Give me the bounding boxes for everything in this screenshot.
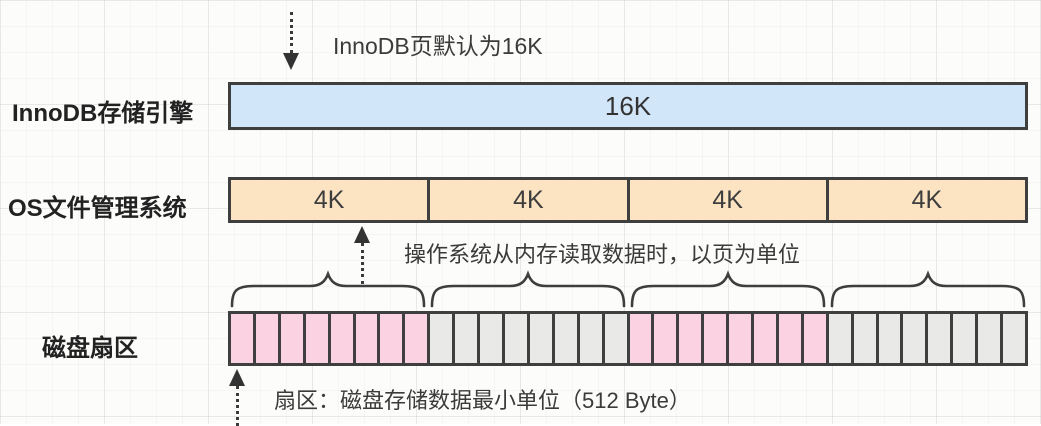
sector-cell-pink [231, 314, 256, 363]
sector-cell-gray [480, 314, 505, 363]
os-page-segment: 4K [231, 180, 431, 220]
sector-cell-pink [679, 314, 705, 363]
os-page-segment: 4K [911, 185, 943, 214]
sector-arrow-up-icon [229, 369, 245, 426]
os-note-label: 操作系统从内存读取数据时，以页为单位 [404, 242, 801, 267]
sector-cell-gray [1003, 314, 1025, 363]
sector-cell-pink [405, 314, 431, 363]
sector-cell-pink [330, 314, 356, 363]
arrow-dotted-tail [235, 386, 239, 426]
sector-cell-pink [803, 314, 829, 363]
page-size-16k-label: 16K [604, 90, 652, 121]
sector-cell-gray [430, 314, 456, 363]
sector-cell-gray [953, 314, 979, 363]
arrow-up-icon [354, 226, 370, 284]
sector-brace-group [228, 270, 1028, 310]
arrow-head [283, 53, 299, 70]
innodb-row-label: InnoDB存储引擎 [12, 100, 194, 127]
sector-cell-gray [828, 314, 854, 363]
sector-cell-pink [654, 314, 680, 363]
arrow-dotted-tail [289, 12, 293, 53]
sector-cell-gray [554, 314, 580, 363]
sector-cell-pink [305, 314, 331, 363]
os-page-segment: 4K [430, 180, 630, 220]
innodb-page-bar: 16K [228, 82, 1028, 130]
sector-cell-gray [455, 314, 481, 363]
top-note-label: InnoDB页默认为16K [333, 33, 543, 59]
arrow-dotted-tail [360, 243, 364, 284]
arrow-head [354, 226, 370, 243]
sector-cell-gray [604, 314, 630, 363]
sector-cell-pink [255, 314, 281, 363]
sector-cell-pink [754, 314, 779, 363]
sector-cell-pink [280, 314, 306, 363]
sector-strip [228, 311, 1028, 366]
sector-cell-pink [355, 314, 381, 363]
arrow-head [229, 369, 245, 386]
sector-brace-icon [230, 270, 426, 308]
sector-cell-gray [928, 314, 954, 363]
sector-cell-pink [778, 314, 804, 363]
sector-cell-gray [878, 314, 904, 363]
sector-cell-gray [504, 314, 530, 363]
disk-note-label: 扇区：磁盘存储数据最小单位（512 Byte） [274, 388, 691, 413]
arrow-down-icon [283, 12, 299, 70]
sector-cell-gray [529, 314, 555, 363]
os-row-label: OS文件管理系统 [8, 195, 187, 222]
os-page-segment: 4K [630, 180, 829, 220]
sector-cell-pink [380, 314, 406, 363]
sector-cell-gray [853, 314, 879, 363]
sector-brace-icon [630, 270, 826, 308]
sector-cell-pink [629, 314, 655, 363]
sector-brace-icon [830, 270, 1026, 308]
sector-cell-pink [704, 314, 730, 363]
disk-row-label: 磁盘扇区 [42, 335, 138, 362]
sector-cell-pink [729, 314, 755, 363]
sector-cell-gray [978, 314, 1004, 363]
sector-cell-gray [579, 314, 605, 363]
sector-brace-icon [430, 270, 626, 308]
sector-cell-gray [903, 314, 929, 363]
os-page-bar: 4K 4K 4K 4K [228, 177, 1028, 223]
